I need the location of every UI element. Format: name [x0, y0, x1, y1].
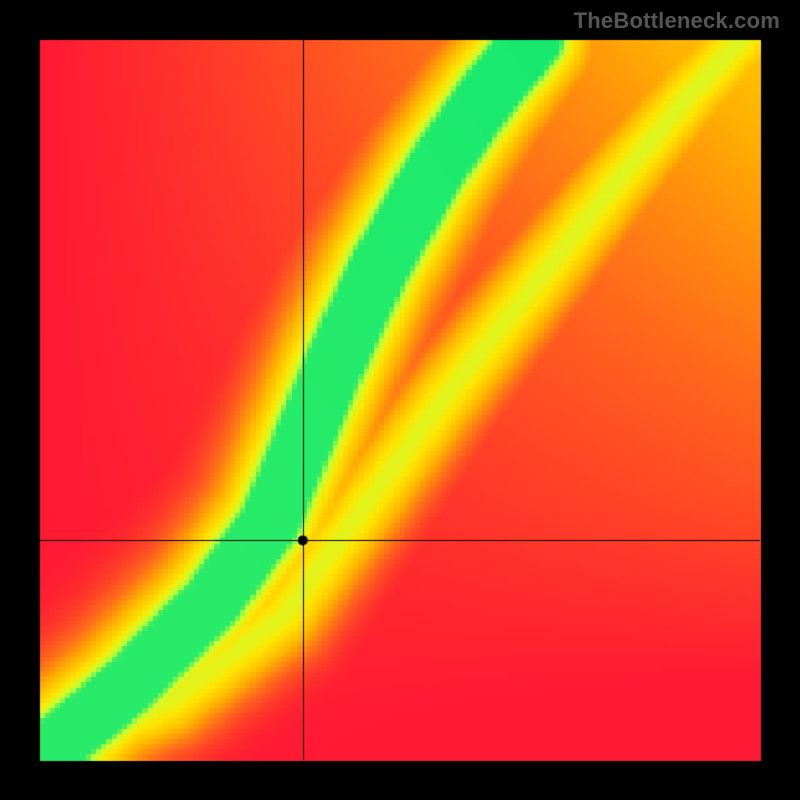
heatmap-canvas [0, 0, 800, 800]
watermark-text: TheBottleneck.com [574, 8, 780, 34]
chart-root: TheBottleneck.com [0, 0, 800, 800]
